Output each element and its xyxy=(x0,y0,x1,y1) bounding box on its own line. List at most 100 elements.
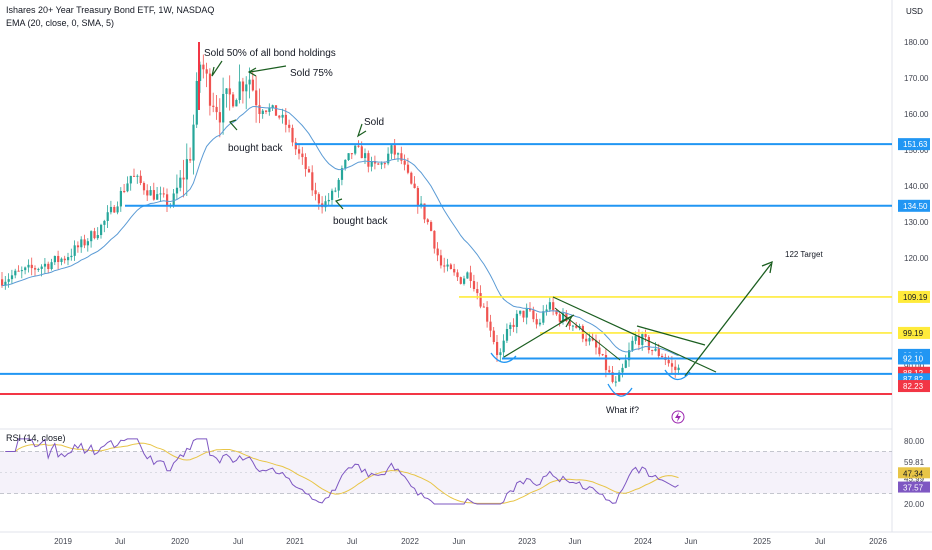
candle-body xyxy=(624,360,627,368)
candle-body xyxy=(37,268,40,270)
level-tag-92-bg xyxy=(898,352,930,365)
candle-body xyxy=(525,308,528,318)
candle-body xyxy=(14,270,17,276)
candle-body xyxy=(654,348,657,351)
candle-body xyxy=(67,257,70,261)
candle-body xyxy=(344,159,347,169)
x-tick-label: Jul xyxy=(347,537,357,546)
candle-body xyxy=(235,100,238,107)
candle-body xyxy=(496,341,499,356)
candle-body xyxy=(476,289,479,294)
candle-body xyxy=(337,179,340,191)
level-tag-82: 82.23 xyxy=(903,382,924,391)
candle-body xyxy=(354,145,357,154)
candle-body xyxy=(317,194,320,204)
candle-body xyxy=(538,322,542,325)
candle-body xyxy=(370,161,373,167)
candle-body xyxy=(248,79,251,85)
candle-body xyxy=(505,328,509,341)
candle-body xyxy=(499,352,502,356)
candle-body xyxy=(281,114,284,118)
candle-body xyxy=(301,153,304,158)
arrow-sold75-line xyxy=(249,65,287,73)
candle-body xyxy=(621,367,624,373)
candle-body xyxy=(251,79,254,91)
candle-body xyxy=(261,110,264,115)
rsi-tick-5981: 59.81 xyxy=(904,458,925,467)
rsi-line xyxy=(5,438,679,505)
trendline-up-2023 xyxy=(503,314,575,358)
candle-body xyxy=(393,145,396,155)
candle-body xyxy=(397,153,400,155)
rsi-ma-line xyxy=(5,442,679,504)
candle-body xyxy=(185,159,188,180)
candle-body xyxy=(86,241,89,246)
candle-body xyxy=(228,88,231,95)
candle-body xyxy=(416,188,419,207)
x-tick-label: Jul xyxy=(115,537,125,546)
level-tag-92: 92.10 xyxy=(903,354,924,363)
candle-body xyxy=(661,355,664,358)
candle-body xyxy=(552,302,555,311)
trendline-down-upper xyxy=(552,296,717,373)
candle-body xyxy=(152,190,155,200)
candle-body xyxy=(430,222,433,231)
rsi-tick-4599: 45.99 xyxy=(904,475,925,484)
candle-body xyxy=(367,153,370,167)
level-tag-151-bg xyxy=(898,138,930,151)
candle-body xyxy=(469,272,472,282)
annotation-bought-back-2: bought back xyxy=(333,216,388,227)
candle-body xyxy=(225,88,228,94)
trendline-down-lower xyxy=(636,325,706,346)
candle-body xyxy=(133,175,136,177)
rsi-current-tag: 37.57 xyxy=(903,484,924,493)
candle-body xyxy=(314,190,317,195)
rsi-current-tag-bg xyxy=(898,481,930,493)
candle-body xyxy=(433,230,436,249)
candle-body xyxy=(265,110,268,112)
currency-label: USD xyxy=(906,7,923,16)
candle-body xyxy=(674,366,677,371)
candle-body xyxy=(347,153,350,160)
candle-body xyxy=(641,334,644,345)
candle-body xyxy=(360,146,363,159)
candle-body xyxy=(96,235,99,239)
candle-body xyxy=(172,193,175,205)
candle-body xyxy=(324,201,327,208)
candle-body xyxy=(175,187,179,194)
candle-body xyxy=(53,255,56,263)
candle-body xyxy=(519,310,522,314)
candle-body xyxy=(611,372,614,382)
candle-body xyxy=(156,194,159,200)
candle-body xyxy=(47,263,50,270)
candle-body xyxy=(334,190,337,192)
candle-body xyxy=(34,268,37,270)
candle-body xyxy=(90,231,93,242)
candle-body xyxy=(17,270,20,272)
candle-body xyxy=(489,321,492,331)
ema-line xyxy=(1,105,679,357)
candle-body xyxy=(291,127,294,143)
level-tag-151: 151.63 xyxy=(903,140,928,149)
candle-body xyxy=(591,338,594,341)
candle-body xyxy=(492,330,495,342)
candle-body xyxy=(463,278,466,284)
candle-body xyxy=(449,264,452,270)
candle-body xyxy=(456,272,459,278)
candle-body xyxy=(4,281,7,286)
candle-body xyxy=(466,272,469,279)
candle-body xyxy=(278,115,281,118)
y-tick-label: 150.00 xyxy=(904,146,929,155)
candle-body xyxy=(608,370,611,373)
candle-body xyxy=(245,84,248,92)
candle-body xyxy=(50,262,53,270)
arc-2022-low xyxy=(490,352,517,363)
candle-body xyxy=(258,105,261,115)
candle-body xyxy=(136,175,139,177)
candle-body xyxy=(30,264,33,269)
candle-body xyxy=(232,94,235,107)
target-arrow-head xyxy=(761,260,773,274)
candle-body xyxy=(410,172,413,184)
candle-body xyxy=(502,340,505,353)
